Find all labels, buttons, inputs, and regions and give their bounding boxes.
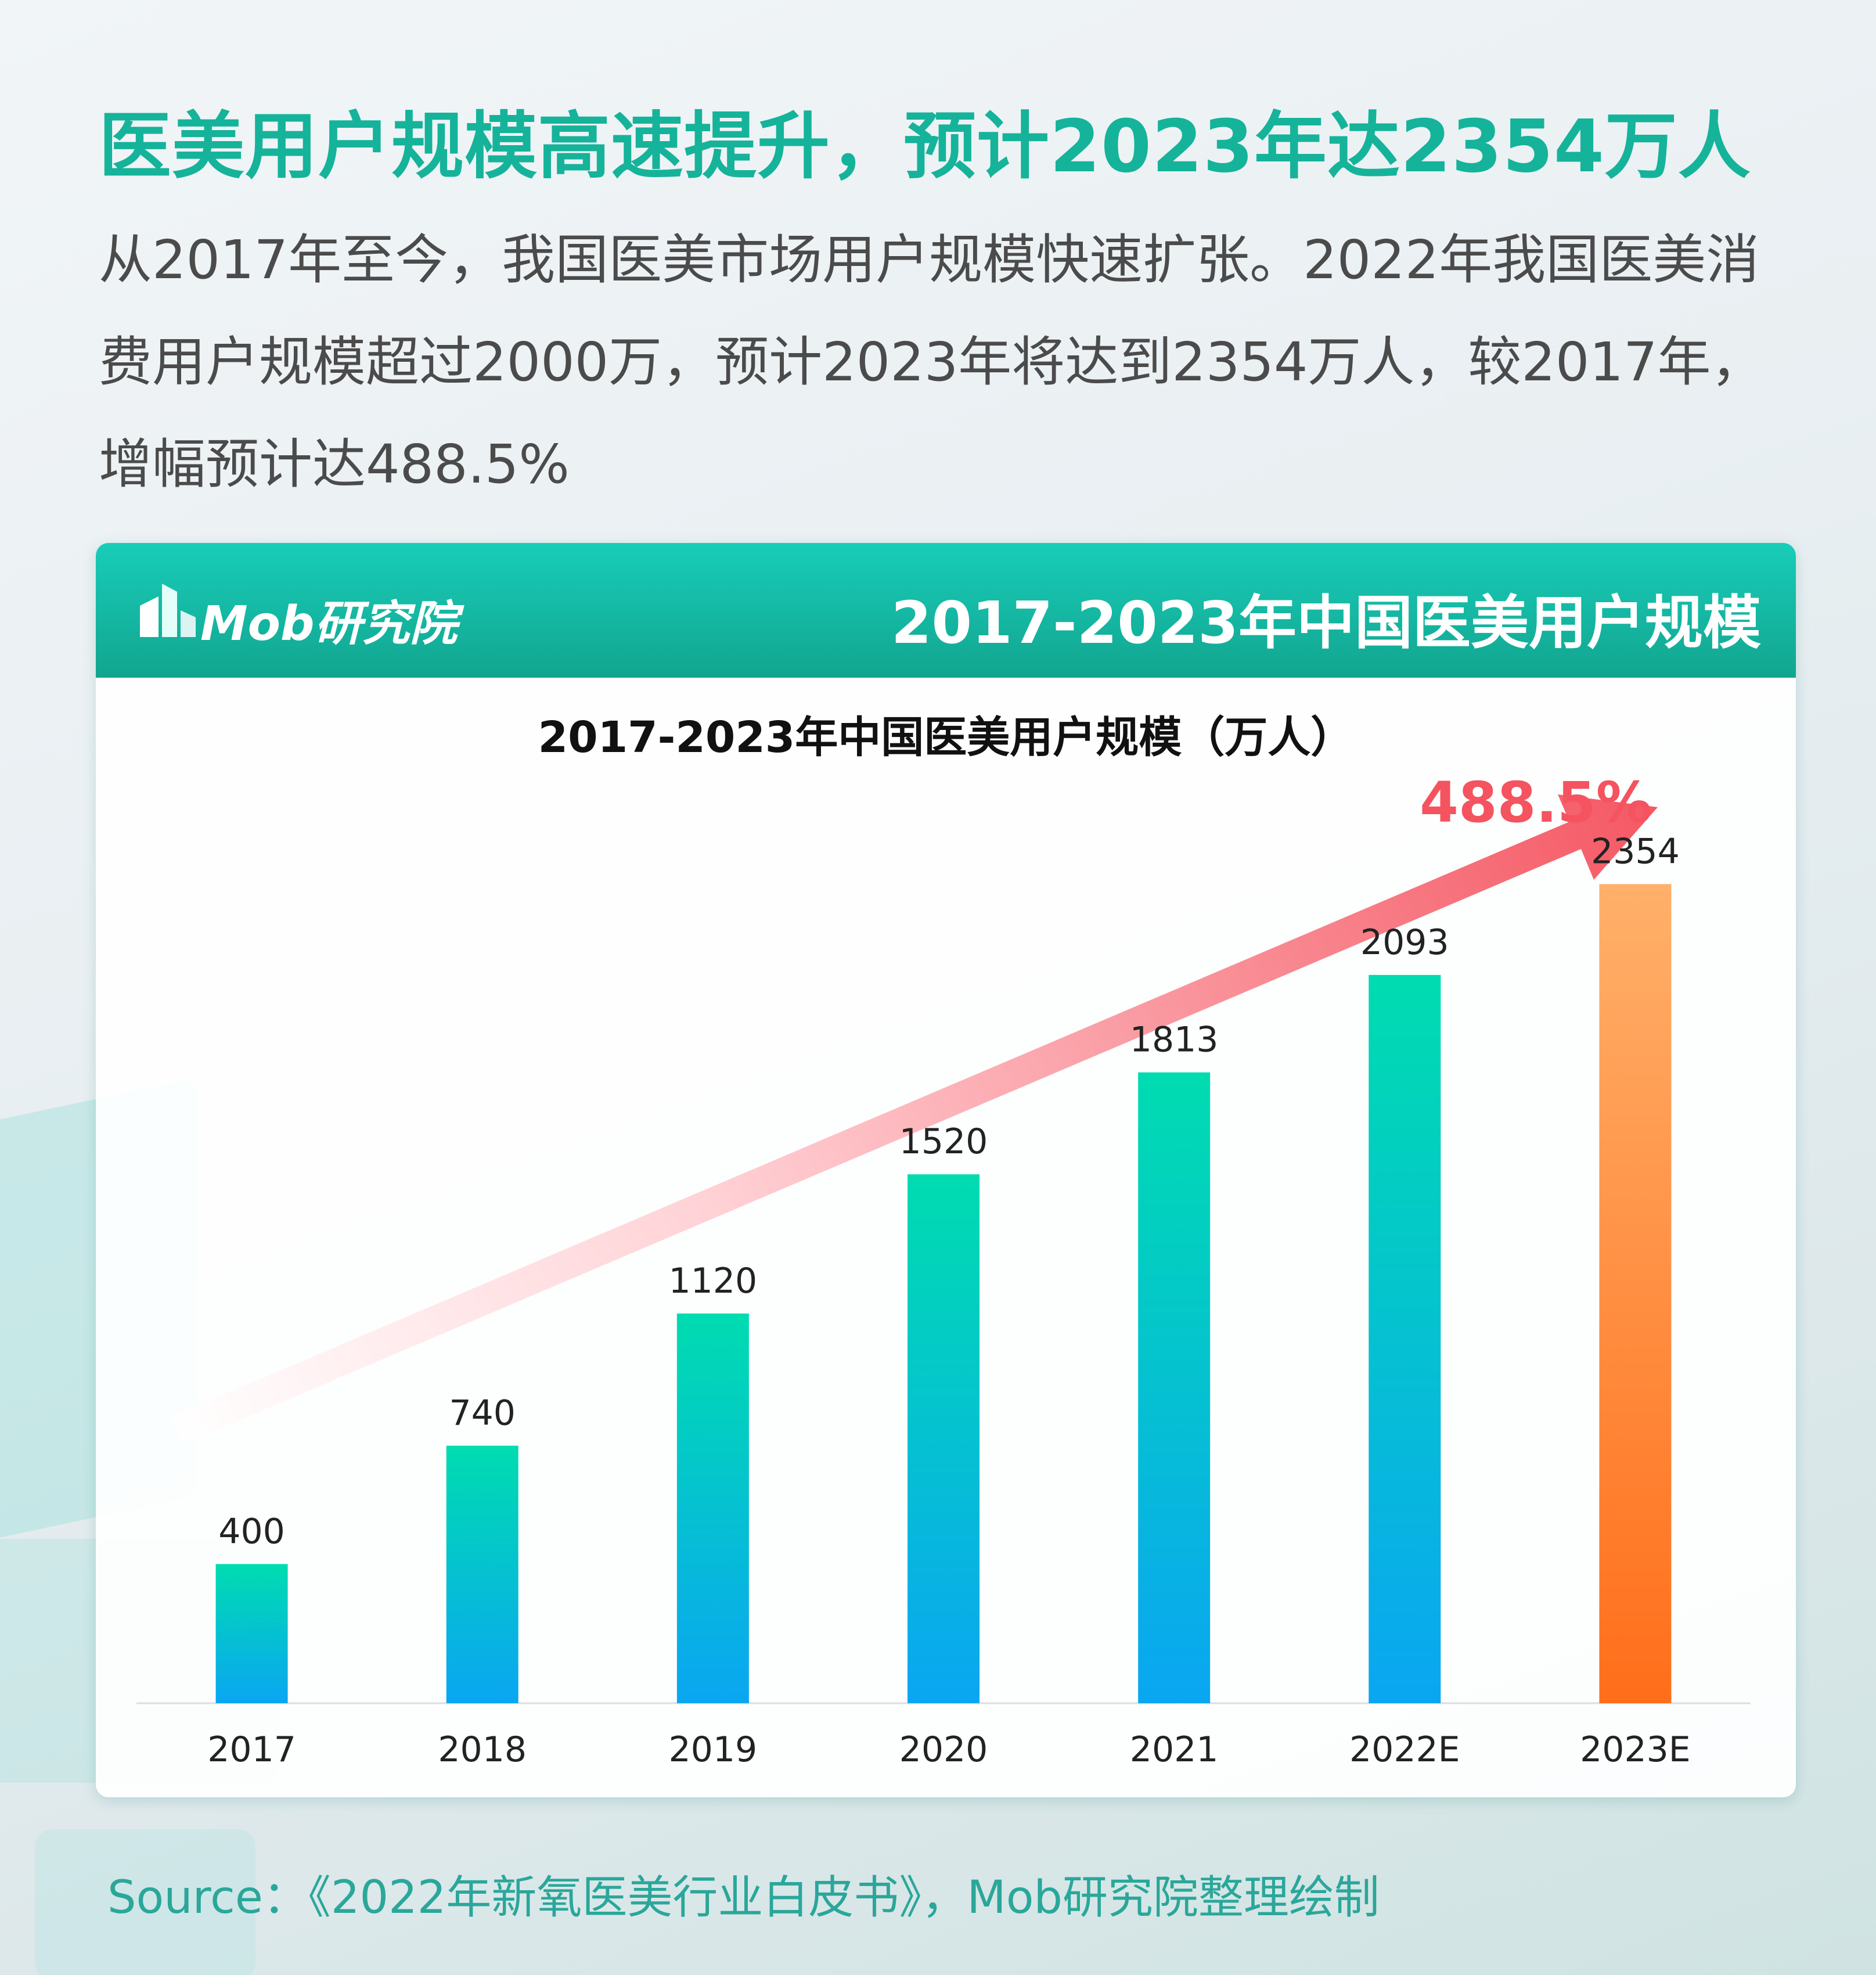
- chart-card: Mob研究院 2017-2023年中国医美用户规模 2017-2023年中国医美…: [96, 543, 1796, 1797]
- source-note: Source：《2022年新氧医美行业白皮书》，Mob研究院整理绘制: [107, 1872, 1380, 1924]
- value-label-2017: 400: [218, 1511, 285, 1552]
- chart-title: 2017-2023年中国医美用户规模（万人）: [538, 713, 1354, 762]
- value-label-2019: 1120: [669, 1261, 758, 1301]
- bar-chart: 2017-2023年中国医美用户规模（万人） 488.5% 400 740 1120…: [136, 713, 1751, 1770]
- value-label-2023E: 2354: [1591, 831, 1680, 872]
- x-tick-label-2018: 2018: [438, 1729, 527, 1770]
- bars-group: [215, 884, 1672, 1703]
- logo-text: Mob研究院: [200, 596, 458, 652]
- bar-2021: [1138, 1072, 1211, 1703]
- building-logo-icon: [140, 584, 196, 637]
- x-tick-label-2022E: 2022E: [1349, 1729, 1460, 1770]
- x-tick-label-2017: 2017: [207, 1729, 296, 1770]
- bar-2023E: [1599, 884, 1672, 1703]
- x-tick-label-2019: 2019: [669, 1729, 758, 1770]
- bar-2017: [215, 1564, 288, 1703]
- card-header-title: 2017-2023年中国医美用户规模: [891, 589, 1761, 657]
- value-label-2018: 740: [449, 1393, 516, 1434]
- bar-2019: [676, 1313, 749, 1703]
- growth-arrow: [171, 794, 1658, 1444]
- bar-2020: [908, 1174, 980, 1703]
- intro-paragraph: 从2017年至今，我国医美市场用户规模快速扩张。2022年我国医美消费用户规模超…: [99, 229, 1765, 495]
- value-label-2021: 1813: [1130, 1020, 1219, 1060]
- bar-2018: [446, 1445, 518, 1703]
- growth-annotation: 488.5%: [1420, 770, 1652, 835]
- x-axis-tick-labels: 2017 2018 2019 2020 2021 2022E 2023E: [207, 1729, 1691, 1770]
- bar-2022E: [1369, 974, 1441, 1703]
- x-tick-label-2021: 2021: [1130, 1729, 1219, 1770]
- card-header: Mob研究院 2017-2023年中国医美用户规模: [96, 543, 1796, 678]
- x-tick-label-2020: 2020: [899, 1729, 988, 1770]
- page-headline: 医美用户规模高速提升，预计2023年达2354万人: [99, 105, 1751, 189]
- value-label-2022E: 2093: [1360, 922, 1449, 963]
- value-labels-group: 400 740 1120 1520 1813 2093 2354: [218, 831, 1679, 1552]
- growth-arrow-shape: [171, 794, 1658, 1444]
- x-tick-label-2023E: 2023E: [1580, 1729, 1691, 1770]
- value-label-2020: 1520: [899, 1121, 988, 1162]
